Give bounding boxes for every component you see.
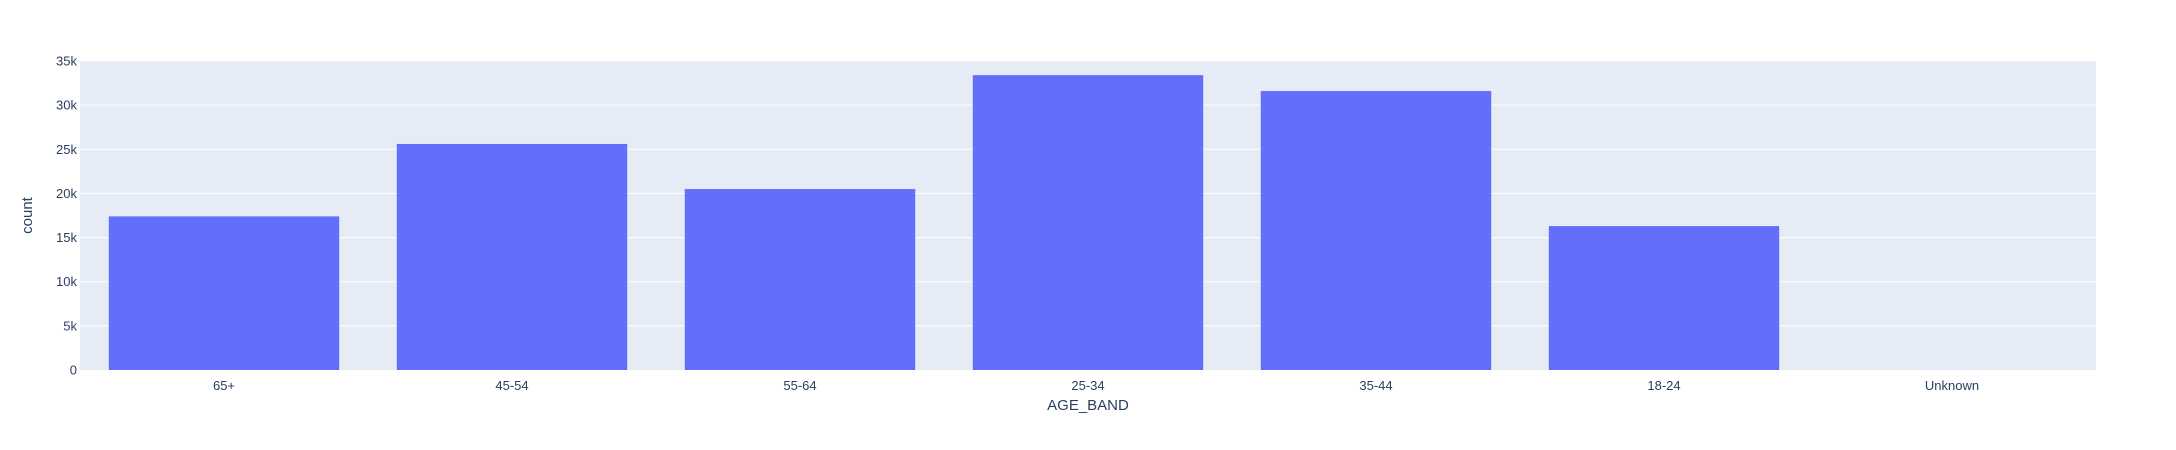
x-tick-label: 55-64: [783, 378, 816, 393]
bars: [108, 75, 1780, 370]
y-tick-label: 10k: [56, 274, 77, 289]
x-tick-label: 25-34: [1071, 378, 1104, 393]
bar-45-54[interactable]: [396, 143, 628, 370]
y-tick-label: 35k: [56, 54, 77, 69]
y-axis-title: count: [19, 196, 36, 234]
x-tick-label: Unknown: [1925, 378, 1979, 393]
x-tick-label: 35-44: [1359, 378, 1392, 393]
y-tick-label: 0: [70, 363, 77, 378]
x-axis-title: AGE_BAND: [1047, 397, 1129, 414]
x-tick-label: 45-54: [495, 378, 528, 393]
y-tick-label: 5k: [63, 318, 77, 333]
x-tick-label: 18-24: [1647, 378, 1680, 393]
y-tick-label: 30k: [56, 98, 77, 113]
x-tick-label: 65+: [213, 378, 235, 393]
y-axis-ticks: 0 5k 10k 15k 20k 25k 30k 35k: [56, 54, 77, 378]
bar-55-64[interactable]: [684, 189, 916, 370]
y-tick-label: 25k: [56, 142, 77, 157]
y-tick-label: 15k: [56, 230, 77, 245]
x-axis-ticks: 65+ 45-54 55-64 25-34 35-44 18-24 Unknown: [213, 378, 1979, 393]
y-tick-label: 20k: [56, 186, 77, 201]
bar-65-[interactable]: [108, 216, 340, 370]
bar-25-34[interactable]: [972, 75, 1204, 370]
bar-18-24[interactable]: [1548, 226, 1780, 370]
bar-35-44[interactable]: [1260, 91, 1492, 370]
